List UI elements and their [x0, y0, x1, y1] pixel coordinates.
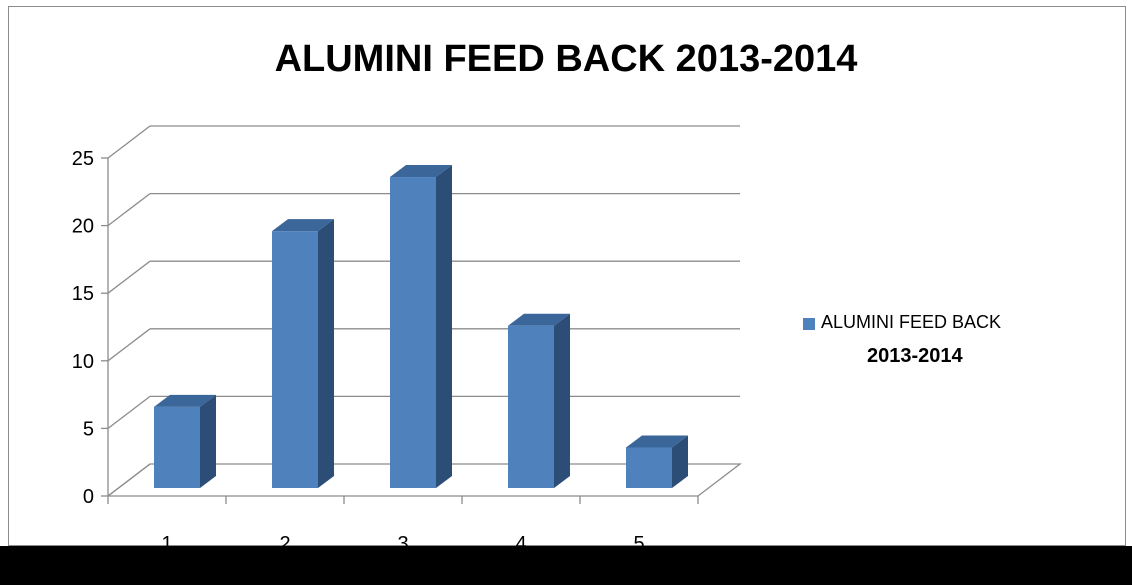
- bar: [626, 447, 672, 488]
- bar-side: [318, 219, 334, 488]
- gridline-side: [107, 193, 151, 227]
- bar-side: [554, 313, 570, 488]
- gridline-side: [107, 260, 151, 294]
- x-tick-label: 5: [633, 533, 644, 555]
- gridline-side: [107, 125, 151, 159]
- bar: [154, 406, 200, 488]
- bottom-black-bar: [0, 546, 1132, 585]
- y-tick-label: 15: [72, 283, 94, 305]
- chart-title: ALUMINI FEED BACK 2013-2014: [274, 38, 858, 80]
- gridline-side: [107, 395, 151, 429]
- legend-entry: ALUMINI FEED BACK: [803, 312, 1023, 333]
- y-tick-label: 0: [83, 486, 94, 508]
- y-tick-label: 10: [72, 351, 94, 373]
- bar: [508, 325, 554, 488]
- legend: ALUMINI FEED BACK 2013-2014: [803, 312, 1023, 368]
- bar: [272, 231, 318, 488]
- x-tick-label: 1: [161, 533, 172, 555]
- bar-top: [626, 435, 688, 448]
- bar-side: [672, 435, 688, 488]
- y-tick-label: 25: [72, 148, 94, 170]
- bar-top: [154, 394, 216, 407]
- legend-swatch: [803, 317, 815, 330]
- bar: [390, 177, 436, 489]
- chart-floor: [107, 463, 742, 497]
- chart-border: [8, 6, 1126, 546]
- y-tick-label: 5: [83, 418, 94, 440]
- y-tick-label: 20: [72, 216, 94, 238]
- bar-top: [272, 219, 334, 232]
- bar-side: [436, 165, 452, 489]
- legend-label: ALUMINI FEED BACK: [821, 312, 1002, 332]
- x-tick-label: 3: [397, 533, 408, 555]
- bar-top: [508, 313, 570, 326]
- x-tick-label: 2: [279, 533, 290, 555]
- x-tick-label: 4: [515, 533, 526, 555]
- gridline-side: [107, 328, 151, 362]
- bar-top: [390, 165, 452, 178]
- legend-label-year: 2013-2014: [867, 345, 963, 367]
- bar-side: [200, 394, 216, 488]
